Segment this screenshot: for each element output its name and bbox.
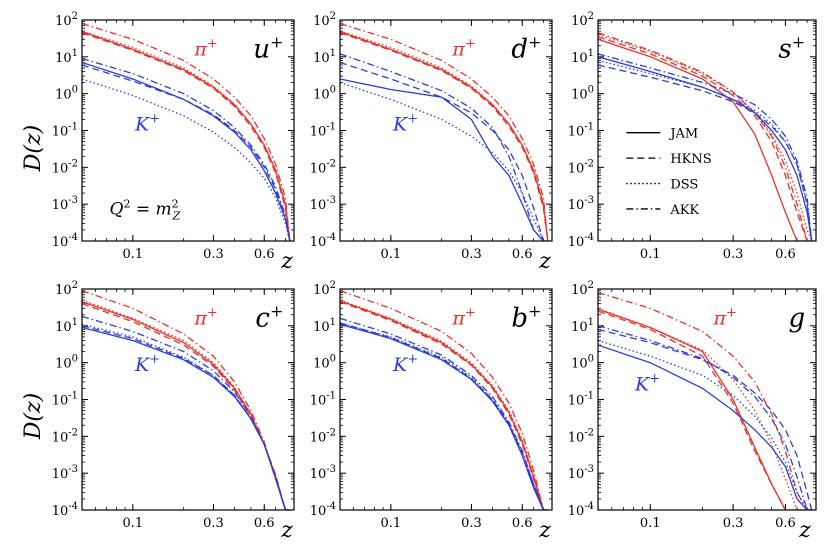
ylabel-bottom: D(z) xyxy=(21,393,46,440)
x-tick-label: 0.1 xyxy=(640,247,661,262)
x-tick-label: 0.6 xyxy=(775,516,796,531)
series-line-solid-pion xyxy=(82,31,291,241)
series-line-solid-kaon xyxy=(598,344,812,510)
xlabel-panel-4: z xyxy=(280,518,293,543)
x-tick-label: 0.6 xyxy=(775,247,796,262)
series-group xyxy=(82,22,291,241)
x-tick-label: 0.1 xyxy=(122,516,143,531)
legend-label: AKK xyxy=(669,203,699,218)
xlabel-panel-6: z xyxy=(798,518,811,543)
series-line-dotted-pion xyxy=(340,30,549,241)
x-tick-label: 0.3 xyxy=(461,247,482,262)
x-tick-label: 0.1 xyxy=(640,516,661,531)
series-line-solid-pion xyxy=(340,300,548,510)
ylabel-text: D(z) xyxy=(21,393,46,440)
series-line-dashdot-pion xyxy=(340,22,549,241)
x-tick-label: 0.3 xyxy=(723,247,744,262)
series-line-dotted-kaon xyxy=(598,59,813,241)
series-line-dashed-pion xyxy=(598,36,812,241)
series-line-solid-pion xyxy=(340,31,549,241)
series-line-dashed-kaon xyxy=(598,328,813,510)
series-line-dashdot-pion xyxy=(340,290,548,510)
series-line-dashdot-kaon xyxy=(340,317,548,510)
series-line-dashdot-kaon xyxy=(598,53,813,241)
series-line-dashed-kaon xyxy=(340,61,548,241)
ylabel-top: D(z) xyxy=(21,125,46,172)
x-tick-label: 0.6 xyxy=(254,247,275,262)
overlay: D(z) D(z) z z z z z xyxy=(21,125,811,543)
x-tick-label: 0.1 xyxy=(122,247,143,262)
series-group xyxy=(598,32,813,241)
series-line-dotted-pion xyxy=(598,307,812,510)
series-group xyxy=(340,290,548,510)
legend: JAM HKNS DSS AKK xyxy=(626,127,712,218)
kaon-label: K+ xyxy=(392,352,418,376)
scale-annotation: Q2 = m2 Z xyxy=(110,197,181,222)
panel-frame xyxy=(339,288,553,511)
ylabel-text: D(z) xyxy=(21,125,46,172)
series-line-dashdot-pion xyxy=(598,32,812,241)
x-tick-label: 0.1 xyxy=(380,516,401,531)
panel-frame xyxy=(81,19,295,242)
legend-label: DSS xyxy=(670,178,698,193)
series-line-dashed-pion xyxy=(340,301,548,510)
panel-label: g xyxy=(788,304,805,334)
series-line-solid-pion xyxy=(598,308,812,510)
xlabel-panel-2: z xyxy=(538,249,551,274)
panel-frame xyxy=(339,19,553,242)
legend-label: HKNS xyxy=(670,152,711,167)
x-tick-label: 0.1 xyxy=(380,247,401,262)
series-group xyxy=(340,22,549,241)
series-line-dotted-pion xyxy=(82,30,291,241)
series-line-solid-kaon xyxy=(598,56,813,241)
panel-frame xyxy=(597,288,817,511)
series-line-dotted-kaon xyxy=(82,78,291,241)
series-line-dashed-kaon xyxy=(598,64,813,241)
x-tick-label: 0.6 xyxy=(512,516,533,531)
x-tick-label: 0.3 xyxy=(203,516,224,531)
series-line-dotted-kaon xyxy=(82,323,290,510)
xlabel-panel-1: z xyxy=(280,249,293,274)
x-tick-label: 0.3 xyxy=(203,247,224,262)
pion-label: π+ xyxy=(193,36,217,60)
panel-frame xyxy=(81,288,295,511)
series-line-dotted-kaon xyxy=(340,81,548,241)
series-line-dashed-kaon xyxy=(82,325,290,510)
series-line-dotted-kaon xyxy=(340,322,548,510)
series-group xyxy=(82,290,290,510)
x-tick-label: 0.6 xyxy=(254,516,275,531)
series-line-dashdot-pion xyxy=(82,22,291,241)
series-line-dashdot-kaon xyxy=(82,57,291,241)
series-line-solid-pion xyxy=(598,38,812,241)
x-tick-label: 0.6 xyxy=(512,247,533,262)
series-line-dotted-pion xyxy=(340,299,548,510)
pion-label: π+ xyxy=(713,305,737,329)
series-line-solid-kaon xyxy=(340,78,548,241)
series-line-dashed-pion xyxy=(340,32,549,241)
x-tick-label: 0.3 xyxy=(461,516,482,531)
x-tick-label: 0.3 xyxy=(723,516,744,531)
panel-frame xyxy=(597,19,817,242)
xlabel-panel-5: z xyxy=(538,518,551,543)
series-group xyxy=(598,291,813,510)
series-line-dashed-pion xyxy=(82,32,291,241)
legend-label: JAM xyxy=(668,127,698,142)
series-line-dashdot-pion xyxy=(598,291,812,510)
series-line-dashed-kaon xyxy=(82,64,291,241)
